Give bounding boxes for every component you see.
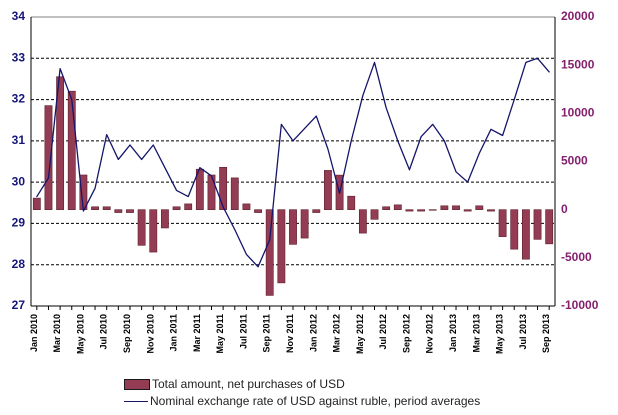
svg-text:Sep 2010: Sep 2010 [122,314,132,353]
svg-text:34: 34 [12,9,26,23]
svg-text:Jan 2013: Jan 2013 [448,314,458,352]
svg-text:Jul 2012: Jul 2012 [378,314,388,350]
svg-text:Sep 2011: Sep 2011 [262,314,272,353]
svg-text:May 2013: May 2013 [495,314,505,354]
svg-text:Mar 2012: Mar 2012 [332,314,342,353]
svg-text:Jan 2011: Jan 2011 [169,314,179,352]
svg-text:Mar 2010: Mar 2010 [52,314,62,353]
svg-text:Mar 2013: Mar 2013 [471,314,481,353]
svg-text:33: 33 [12,50,26,64]
svg-text:Nov 2012: Nov 2012 [425,314,435,354]
svg-text:Nov 2011: Nov 2011 [285,314,295,353]
svg-text:15000: 15000 [561,57,595,71]
svg-text:10000: 10000 [561,106,595,120]
svg-text:May 2012: May 2012 [355,314,365,354]
svg-text:27: 27 [12,298,26,312]
svg-text:5000: 5000 [561,154,588,168]
svg-text:Jul 2013: Jul 2013 [518,314,528,350]
svg-text:Nov 2010: Nov 2010 [145,314,155,354]
svg-text:-10000: -10000 [561,298,599,312]
svg-text:-5000: -5000 [561,250,592,264]
svg-text:31: 31 [12,133,26,147]
svg-text:0: 0 [561,202,568,216]
svg-text:Jul 2010: Jul 2010 [99,314,109,350]
svg-text:28: 28 [12,257,26,271]
svg-text:Sep 2012: Sep 2012 [401,314,411,353]
svg-text:32: 32 [12,92,26,106]
svg-text:Jan 2012: Jan 2012 [308,314,318,352]
svg-text:29: 29 [12,216,26,230]
svg-text:May 2011: May 2011 [215,314,225,354]
svg-text:May 2010: May 2010 [75,314,85,354]
svg-text:30: 30 [12,174,26,188]
svg-text:Jul 2011: Jul 2011 [238,314,248,349]
svg-text:Jan 2010: Jan 2010 [29,314,39,352]
svg-text:Sep 2013: Sep 2013 [541,314,551,353]
svg-text:20000: 20000 [561,9,595,23]
svg-text:Mar 2011: Mar 2011 [192,314,202,352]
